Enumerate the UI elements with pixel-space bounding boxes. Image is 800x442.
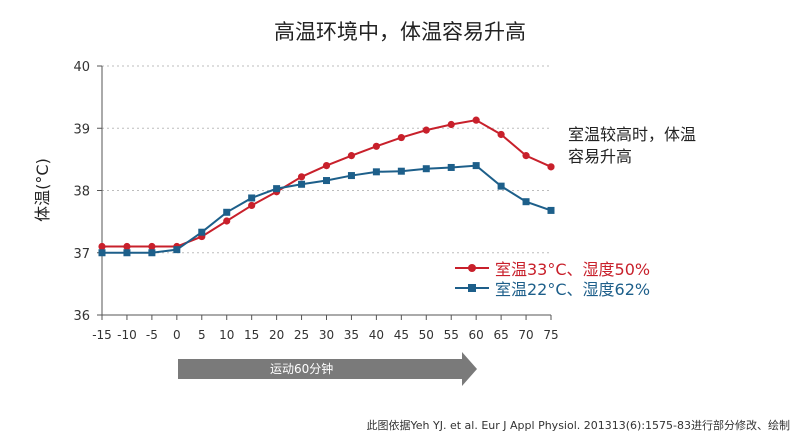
series-2-point <box>98 249 106 257</box>
x-tick-label: 50 <box>419 328 434 342</box>
x-tick-label: 20 <box>269 328 284 342</box>
series-2-point <box>223 208 231 216</box>
series-1-point <box>472 116 480 124</box>
series-1-point <box>547 163 555 171</box>
series-2-point <box>248 194 256 202</box>
x-tick-label: 70 <box>518 328 533 342</box>
exercise-arrow <box>178 352 477 386</box>
circle-marker-icon <box>468 264 476 272</box>
x-tick-label: 35 <box>344 328 359 342</box>
x-tick-label: 10 <box>219 328 234 342</box>
series-1-point <box>497 130 505 139</box>
axes: 36 37 38 39 40 -15 -10 -5 0 5 10 15 20 25 30 35 40 45 50 55… <box>73 60 558 342</box>
series-1-point <box>422 126 430 134</box>
y-tick-label: 40 <box>73 60 90 75</box>
series-2-point <box>397 167 405 175</box>
x-tick-label: 40 <box>369 328 384 342</box>
series-1-point <box>397 133 405 142</box>
series-2-point <box>298 180 306 188</box>
series-1-point <box>223 217 231 225</box>
series-2-point <box>547 206 555 214</box>
series-1-point <box>148 242 156 251</box>
annotation-line-2: 容易升高 <box>568 147 633 166</box>
gridlines <box>102 65 551 254</box>
x-tick-label: -15 <box>92 328 112 342</box>
series-2-point <box>123 249 131 257</box>
series-2-point <box>273 185 281 193</box>
x-tick-label: 15 <box>244 328 259 342</box>
series-layer <box>98 116 555 257</box>
y-tick-label: 37 <box>73 247 90 262</box>
series-2-point <box>522 198 530 206</box>
y-tick-label: 36 <box>73 309 90 324</box>
series-2-point <box>497 182 505 190</box>
series-1-point <box>522 152 530 160</box>
x-tick-label: 30 <box>319 328 334 342</box>
series-2-point <box>347 172 355 180</box>
legend-item-series-1: 室温33°C、湿度50% <box>455 258 651 279</box>
y-tick-label: 39 <box>73 122 90 137</box>
series-2-point <box>323 177 330 185</box>
legend-line-icon <box>455 284 489 292</box>
series-2-point <box>422 165 430 173</box>
series-2-point <box>173 246 181 254</box>
annotation-line-1: 室温较高时，体温 <box>568 125 697 144</box>
arrow-label: 运动60分钟 <box>270 362 334 376</box>
x-tick-label: 0 <box>173 328 181 342</box>
x-tick-label: -10 <box>117 328 137 342</box>
series-2-point <box>198 228 206 236</box>
x-tick-label: 25 <box>294 328 309 342</box>
series-2-point <box>148 249 156 257</box>
series-2-point <box>447 163 455 171</box>
x-tick-label: 60 <box>469 328 484 342</box>
legend: 室温33°C、湿度50% 室温22°C、湿度62% <box>455 258 651 299</box>
square-marker-icon <box>468 284 476 292</box>
legend-item-series-2: 室温22°C、湿度62% <box>455 278 651 299</box>
chart-title: 高温环境中，体温容易升高 <box>274 20 526 44</box>
x-tick-label: 55 <box>444 328 459 342</box>
y-tick-label: 38 <box>73 185 90 200</box>
series-1-point <box>98 242 106 251</box>
series-1-point <box>322 162 331 170</box>
x-tick-label: 75 <box>543 328 558 342</box>
y-axis-label: 体温(°C) <box>33 158 52 222</box>
legend-label: 室温22°C、湿度62% <box>495 280 651 299</box>
x-tick-label: 5 <box>198 328 206 342</box>
series-1-point <box>297 173 306 181</box>
source-note: 此图依据Yeh YJ. et al. Eur J Appl Physiol. 2… <box>366 419 790 432</box>
series-1-point <box>447 120 455 129</box>
series-2-point <box>472 162 480 170</box>
series-1-point <box>372 142 380 150</box>
x-tick-label: 45 <box>394 328 409 342</box>
annotation: 室温较高时，体温 容易升高 <box>568 124 696 168</box>
series-1-point <box>248 201 256 210</box>
series-1-point <box>123 242 131 251</box>
series-1-point <box>347 152 356 160</box>
legend-line-icon <box>455 264 489 272</box>
legend-label: 室温33°C、湿度50% <box>495 260 651 279</box>
x-tick-label: -5 <box>146 328 158 342</box>
x-tick-label: 65 <box>493 328 508 342</box>
series-2-point <box>372 168 380 176</box>
